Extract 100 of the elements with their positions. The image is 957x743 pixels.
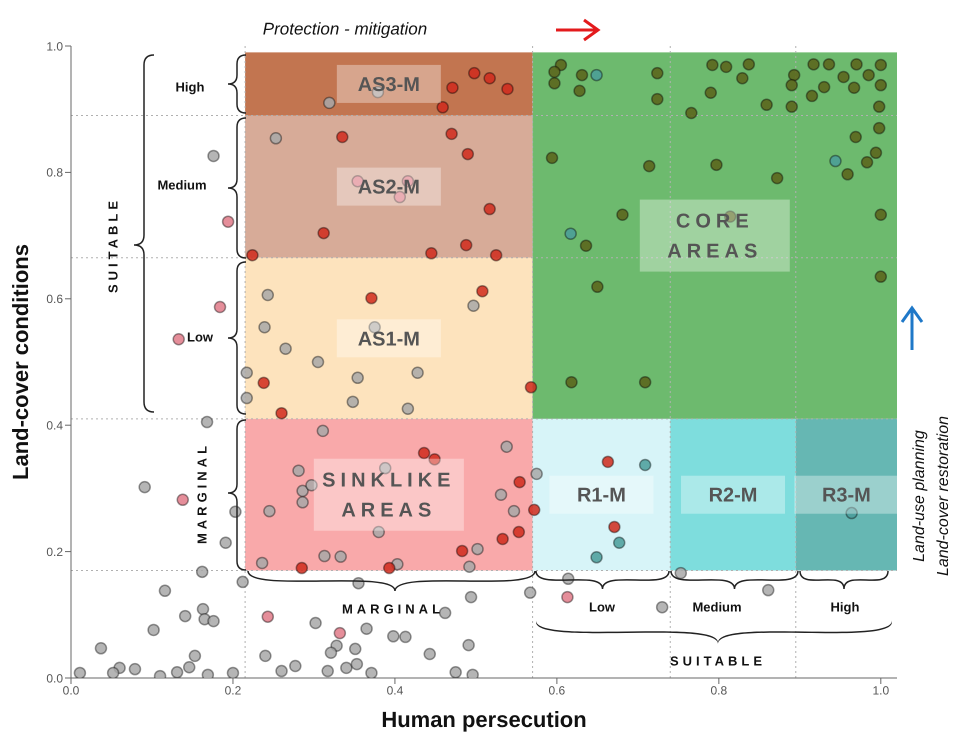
- point: [365, 292, 378, 304]
- x-tick-label: 0.8: [710, 684, 728, 698]
- text: Protection - mitigation: [262, 19, 428, 38]
- band-label: R3-M: [822, 484, 871, 507]
- point: [848, 81, 860, 94]
- point: [425, 247, 438, 260]
- point: [874, 270, 888, 283]
- point: [704, 86, 717, 100]
- point: [841, 168, 854, 181]
- point: [736, 72, 749, 84]
- point: [462, 148, 474, 160]
- y-tick-label: 0.4: [46, 418, 64, 432]
- band-label: SINKLIKE AREAS: [322, 470, 456, 522]
- annotation: SUITABLE: [670, 653, 766, 668]
- annotation: High: [830, 599, 860, 614]
- point: [742, 58, 756, 71]
- point: [257, 376, 270, 390]
- point: [785, 100, 798, 113]
- point: [476, 284, 489, 298]
- point: [837, 70, 850, 84]
- band-label: R2-M: [708, 484, 758, 507]
- point: [706, 58, 719, 72]
- point: [246, 248, 259, 262]
- point: [638, 458, 652, 472]
- point: [428, 453, 441, 466]
- point: [564, 227, 577, 240]
- text: Land-cover restoration: [935, 416, 952, 576]
- point: [860, 156, 874, 169]
- band-label: R1-M: [576, 484, 626, 507]
- point: [590, 551, 603, 564]
- point: [870, 146, 882, 160]
- point: [275, 406, 288, 420]
- point: [872, 122, 886, 134]
- point: [651, 92, 664, 106]
- point: [176, 494, 190, 506]
- point: [222, 215, 234, 228]
- point: [561, 590, 574, 604]
- band-label: AS2-M: [358, 176, 420, 199]
- point: [872, 100, 886, 113]
- point: [528, 504, 540, 516]
- x-tick-label: 0.2: [224, 684, 242, 698]
- band-label: CORE AREAS: [667, 210, 762, 263]
- point: [548, 66, 561, 78]
- point: [334, 626, 346, 640]
- point: [874, 78, 888, 92]
- point: [806, 90, 818, 102]
- point: [576, 68, 588, 82]
- point: [483, 202, 496, 216]
- point: [383, 562, 396, 574]
- point: [513, 476, 526, 488]
- point: [807, 58, 820, 71]
- point: [548, 77, 561, 90]
- point: [456, 544, 468, 558]
- annotation: Low: [589, 599, 616, 614]
- point: [785, 78, 798, 92]
- point: [770, 172, 784, 184]
- x-tick-label: 1.0: [872, 684, 890, 698]
- point: [565, 376, 578, 388]
- point: [172, 333, 185, 346]
- x-axis-title: Human persecution: [381, 707, 587, 732]
- point: [591, 280, 604, 294]
- point: [651, 66, 664, 80]
- y-tick-label: 0.8: [46, 166, 64, 180]
- point: [788, 68, 800, 82]
- y-tick-label: 0.0: [46, 671, 64, 686]
- annotation: High: [176, 79, 204, 94]
- point: [602, 456, 614, 468]
- point: [262, 610, 274, 623]
- x-tick-label: 0.6: [548, 684, 566, 698]
- point: [720, 60, 732, 74]
- point: [446, 81, 459, 94]
- point: [612, 536, 626, 549]
- annotation: Medium: [692, 599, 742, 614]
- point: [317, 226, 330, 240]
- point: [573, 84, 586, 98]
- text: Land-use planning: [911, 430, 928, 562]
- y-tick-label: 0.6: [46, 292, 64, 306]
- point: [874, 208, 888, 221]
- point: [296, 562, 308, 574]
- point: [862, 68, 875, 82]
- point: [445, 128, 458, 140]
- y-tick-label: 0.2: [46, 544, 64, 559]
- point: [829, 154, 842, 168]
- point: [501, 82, 514, 96]
- annotation: MARGINAL: [342, 601, 444, 616]
- x-tick-label: 0.4: [386, 684, 404, 698]
- point: [512, 526, 526, 538]
- point: [845, 506, 858, 520]
- point: [214, 300, 226, 314]
- point: [590, 68, 603, 82]
- point: [460, 238, 472, 252]
- point: [849, 130, 862, 144]
- point: [850, 58, 863, 71]
- point: [468, 66, 481, 80]
- point: [874, 58, 888, 72]
- point: [638, 376, 652, 388]
- point: [490, 248, 502, 262]
- y-axis-title: Land-cover conditions: [8, 244, 33, 480]
- point: [580, 239, 592, 252]
- point: [418, 446, 430, 460]
